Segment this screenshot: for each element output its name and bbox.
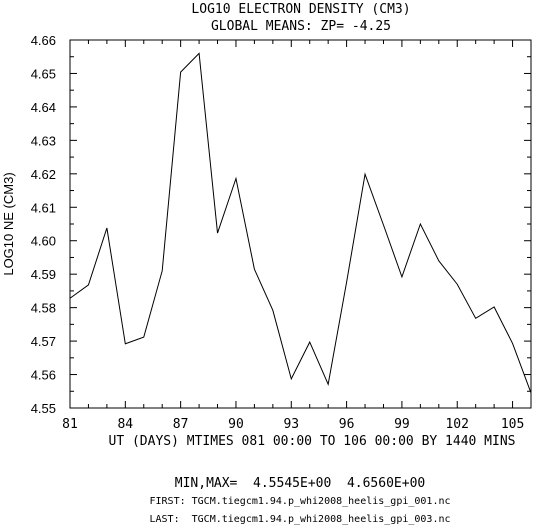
chart-subtitle: GLOBAL MEANS: ZP= -4.25 (211, 19, 391, 34)
footer-minmax: MIN,MAX= 4.5545E+00 4.6560E+00 (175, 476, 425, 491)
x-axis-ticks: 81 84 87 90 93 96 99 102 105 (62, 40, 532, 432)
x-tick-label: 99 (394, 417, 410, 432)
y-tick-label: 4.56 (31, 368, 56, 383)
x-tick-label: 84 (117, 417, 133, 432)
y-tick-label: 4.57 (31, 334, 56, 349)
x-tick-label: 90 (228, 417, 244, 432)
y-tick-label: 4.64 (31, 100, 56, 115)
footer-last-file: LAST: TGCM.tiegcm1.94.p_whi2008_heelis_g… (149, 514, 450, 525)
y-axis-label: LOG10 NE (CM3) (1, 172, 16, 275)
x-tick-label: 102 (445, 417, 468, 432)
x-axis-label: UT (DAYS) MTIMES 081 00:00 TO 106 00:00 … (109, 434, 516, 449)
y-tick-label: 4.58 (31, 301, 56, 316)
y-tick-label: 4.55 (31, 401, 56, 416)
y-tick-label: 4.61 (31, 200, 56, 215)
series-line (69, 52, 532, 394)
y-tick-label: 4.59 (31, 267, 56, 282)
plot-frame (69, 39, 532, 409)
y-tick-label: 4.65 (31, 66, 56, 81)
x-tick-label: 96 (339, 417, 355, 432)
y-tick-label: 4.66 (31, 33, 56, 48)
x-tick-label: 93 (283, 417, 299, 432)
y-tick-label: 4.63 (31, 133, 56, 148)
x-tick-label: 87 (173, 417, 189, 432)
x-tick-label: 105 (501, 417, 524, 432)
y-tick-label: 4.60 (31, 234, 56, 249)
footer-first-file: FIRST: TGCM.tiegcm1.94.p_whi2008_heelis_… (149, 496, 450, 507)
x-tick-label: 81 (62, 417, 78, 432)
y-axis-ticks: 4.55 4.56 4.57 4.58 4.59 4.60 4.61 4.62 4.63 4.64… (31, 33, 531, 416)
chart-title: LOG10 ELECTRON DENSITY (CM3) (191, 2, 410, 17)
series-group (69, 52, 532, 394)
y-tick-label: 4.62 (31, 167, 56, 182)
